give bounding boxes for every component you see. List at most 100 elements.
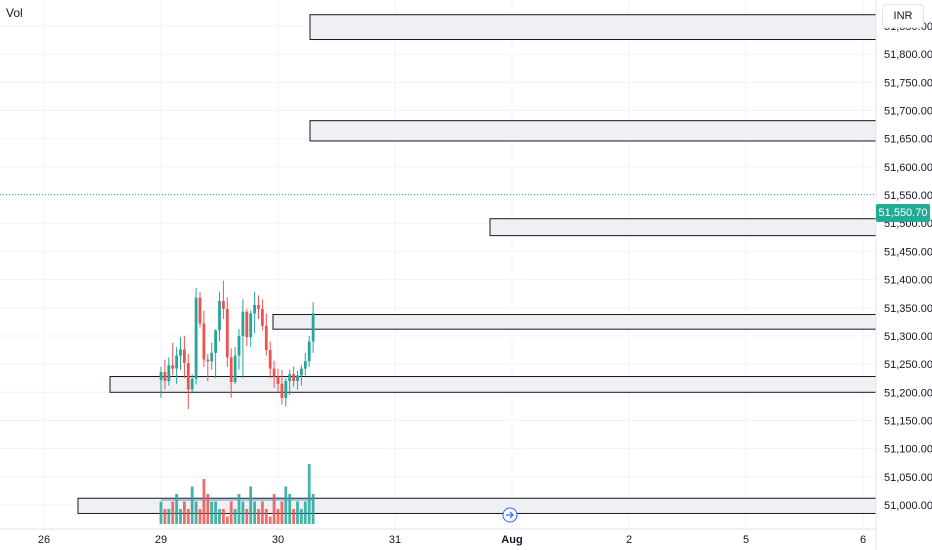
volume-bar: [225, 516, 229, 524]
volume-bar: [264, 509, 268, 524]
price-tick-label: 51,750.00: [884, 77, 932, 89]
price-tick-label: 51,200.00: [884, 387, 932, 399]
price-tick-label: 51,700.00: [884, 106, 932, 118]
zone-box: [309, 120, 877, 142]
volume-bar: [268, 516, 272, 524]
zone-box: [272, 314, 877, 330]
volume-bar: [261, 501, 264, 524]
candle-body: [167, 365, 171, 382]
volume-label: Vol: [6, 6, 23, 20]
supply-demand-zones: [77, 14, 877, 514]
volume-bar: [194, 501, 198, 524]
candle-body: [179, 349, 182, 356]
candle-body: [241, 311, 245, 336]
volume-bar: [198, 509, 202, 524]
chart-grid: [0, 0, 876, 530]
zone-box: [109, 376, 877, 393]
volume-bar: [253, 501, 256, 524]
volume-bar: [163, 509, 167, 524]
candle-body: [222, 301, 225, 309]
candle-body: [163, 372, 167, 382]
last-price-tag: 51,550.70: [876, 204, 930, 222]
time-tick-label: 26: [38, 534, 50, 546]
candle-body: [233, 355, 237, 383]
volume-bar: [190, 486, 194, 524]
volume-bar: [300, 509, 303, 524]
currency-badge[interactable]: INR: [882, 4, 924, 28]
volume-bar: [167, 509, 171, 524]
volume-bar: [229, 501, 233, 524]
candle-body: [296, 375, 299, 382]
candle-body: [272, 368, 276, 377]
candle-body: [307, 341, 311, 362]
candle-body: [171, 365, 175, 369]
volume-bar: [257, 509, 260, 524]
price-tick-label: 51,150.00: [884, 415, 932, 427]
candle-body: [249, 313, 253, 338]
candle-body: [261, 308, 264, 326]
volume-bar: [222, 509, 225, 524]
volume-bar: [159, 501, 163, 524]
zone-box: [309, 14, 877, 41]
volume-bar: [171, 501, 175, 524]
time-tick-label: 2: [626, 534, 632, 546]
volume-bar: [206, 494, 210, 524]
price-tick-label: 51,350.00: [884, 303, 932, 315]
zone-box: [489, 218, 877, 237]
volume-bar: [237, 494, 241, 524]
volume-bar: [249, 486, 253, 524]
candle-body: [186, 362, 190, 390]
candle-body: [183, 349, 186, 363]
candle-body: [268, 350, 272, 369]
candle-body: [202, 323, 206, 360]
candle-body: [253, 304, 256, 314]
replay-icon: [502, 507, 518, 523]
price-tick-label: 51,600.00: [884, 162, 932, 174]
candle-body: [175, 355, 178, 369]
volume-bar: [241, 501, 245, 524]
volume-bar: [307, 464, 311, 524]
candle-body: [206, 359, 210, 362]
volume-bar: [233, 509, 237, 524]
price-tick-label: 51,050.00: [884, 472, 932, 484]
volume-bar: [202, 479, 206, 524]
time-tick-label: 6: [860, 534, 866, 546]
volume-bar: [214, 501, 217, 524]
candle-body: [237, 335, 241, 356]
candle-body: [225, 308, 229, 358]
volume-bar: [218, 509, 221, 524]
volume-bar: [296, 501, 299, 524]
time-tick-label: 30: [272, 534, 284, 546]
volume-bar: [175, 494, 178, 524]
candle-body: [159, 372, 163, 380]
candlestick-series: [159, 280, 315, 410]
price-axis: 51,850.0051,800.0051,750.0051,700.0051,6…: [875, 0, 932, 550]
volume-bar: [245, 509, 249, 524]
candle-body: [311, 313, 315, 342]
volume-bar: [311, 494, 315, 524]
candle-body: [276, 376, 280, 384]
zone-box: [77, 497, 877, 514]
price-tick-label: 51,400.00: [884, 275, 932, 287]
price-tick-label: 51,450.00: [884, 246, 932, 258]
volume-bar: [288, 494, 292, 524]
candle-body: [292, 374, 295, 382]
candle-body: [229, 357, 233, 383]
volume-bar: [272, 494, 276, 524]
candle-body: [198, 297, 202, 324]
volume-bar: [276, 509, 280, 524]
candle-body: [214, 330, 217, 353]
price-tick-label: 51,000.00: [884, 500, 932, 512]
candle-body: [280, 383, 284, 398]
candle-body: [303, 361, 307, 369]
candle-body: [288, 374, 292, 382]
volume-bar: [179, 509, 182, 524]
price-tick-label: 51,650.00: [884, 134, 932, 146]
volume-bar: [303, 501, 307, 524]
time-tick-label: 29: [155, 534, 167, 546]
time-tick-label: 5: [743, 534, 749, 546]
candle-body: [245, 311, 249, 338]
time-tick-label: 31: [389, 534, 401, 546]
price-tick-label: 51,300.00: [884, 331, 932, 343]
